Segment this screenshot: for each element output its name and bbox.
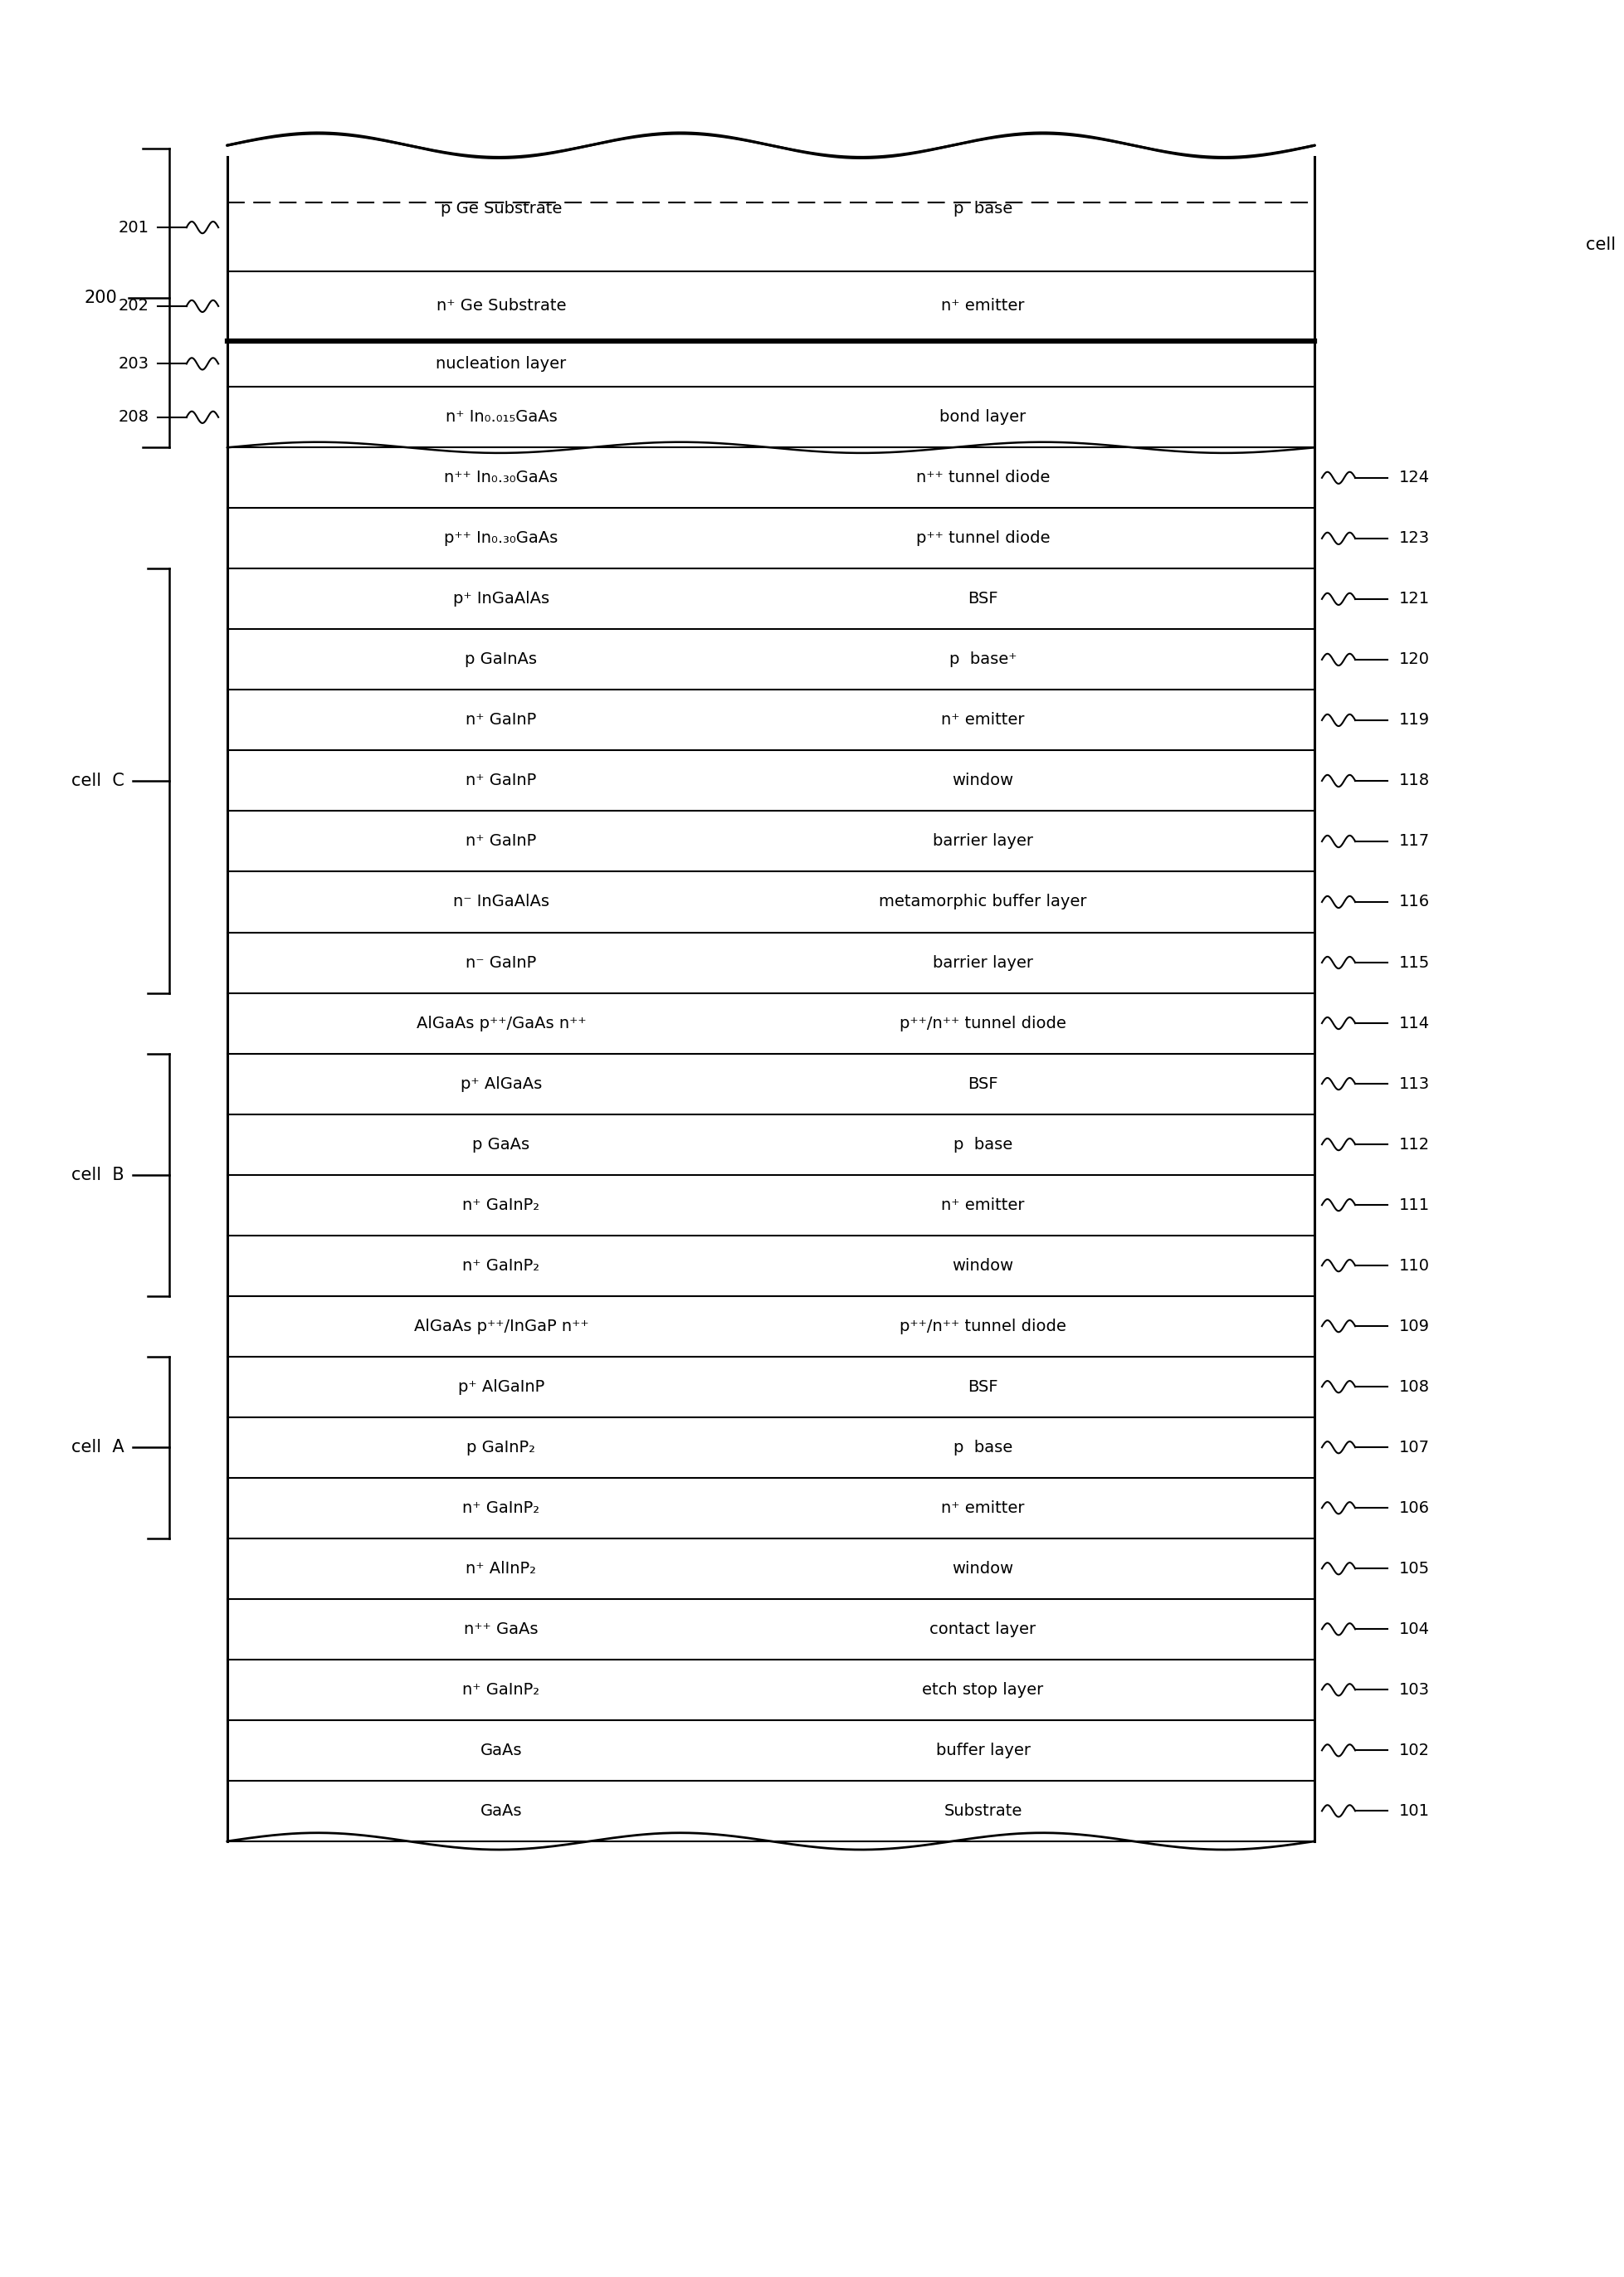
Text: n⁺ GaInP₂: n⁺ GaInP₂ — [463, 1198, 539, 1214]
Text: n⁺ AlInP₂: n⁺ AlInP₂ — [466, 1560, 536, 1576]
Text: p  base: p base — [953, 1439, 1012, 1455]
Text: p⁺ AlGaInP: p⁺ AlGaInP — [458, 1380, 544, 1396]
Text: 119: 119 — [1398, 713, 1429, 729]
Text: p⁺ InGaAlAs: p⁺ InGaAlAs — [453, 592, 549, 608]
Text: 117: 117 — [1398, 833, 1429, 849]
Text: cell  C: cell C — [71, 772, 123, 790]
Text: n⁻ InGaAlAs: n⁻ InGaAlAs — [453, 895, 549, 911]
Text: window: window — [952, 1257, 1013, 1273]
Text: n⁺ In₀.₀₁₅GaAs: n⁺ In₀.₀₁₅GaAs — [445, 410, 557, 426]
Text: 200: 200 — [84, 289, 117, 307]
Text: etch stop layer: etch stop layer — [922, 1683, 1043, 1699]
Text: n⁻ GaInP: n⁻ GaInP — [466, 954, 536, 970]
Text: p⁺ AlGaAs: p⁺ AlGaAs — [460, 1077, 542, 1091]
Text: AlGaAs p⁺⁺/GaAs n⁺⁺: AlGaAs p⁺⁺/GaAs n⁺⁺ — [416, 1016, 586, 1031]
Text: 111: 111 — [1398, 1198, 1429, 1214]
Text: 109: 109 — [1398, 1318, 1429, 1334]
Text: p GaAs: p GaAs — [473, 1136, 529, 1152]
Text: barrier layer: barrier layer — [932, 833, 1033, 849]
Text: p Ge Substrate: p Ge Substrate — [440, 200, 562, 216]
Text: Substrate: Substrate — [944, 1803, 1021, 1819]
Text: n⁺⁺ GaAs: n⁺⁺ GaAs — [464, 1621, 538, 1637]
Text: 120: 120 — [1398, 651, 1429, 667]
Text: 116: 116 — [1398, 895, 1429, 911]
Text: 112: 112 — [1398, 1136, 1429, 1152]
Text: 113: 113 — [1398, 1077, 1429, 1091]
Text: GaAs: GaAs — [481, 1803, 521, 1819]
Text: window: window — [952, 1560, 1013, 1576]
Text: 124: 124 — [1398, 469, 1429, 485]
Text: p  base: p base — [953, 200, 1012, 216]
Text: n⁺ GaInP: n⁺ GaInP — [466, 713, 536, 729]
Text: 105: 105 — [1398, 1560, 1429, 1576]
Text: p  base: p base — [953, 1136, 1012, 1152]
Text: p⁺⁺/n⁺⁺ tunnel diode: p⁺⁺/n⁺⁺ tunnel diode — [900, 1016, 1065, 1031]
Text: 201: 201 — [119, 219, 149, 235]
Text: 101: 101 — [1398, 1803, 1429, 1819]
Text: n⁺ GaInP: n⁺ GaInP — [466, 833, 536, 849]
Text: 104: 104 — [1398, 1621, 1429, 1637]
Text: 107: 107 — [1398, 1439, 1429, 1455]
Text: n⁺⁺ tunnel diode: n⁺⁺ tunnel diode — [916, 469, 1049, 485]
Text: 110: 110 — [1398, 1257, 1429, 1273]
Text: 114: 114 — [1398, 1016, 1429, 1031]
Text: 115: 115 — [1398, 954, 1429, 970]
Text: BSF: BSF — [968, 592, 997, 608]
Text: n⁺ Ge Substrate: n⁺ Ge Substrate — [435, 298, 565, 314]
Text: n⁺⁺ In₀.₃₀GaAs: n⁺⁺ In₀.₃₀GaAs — [443, 469, 557, 485]
Text: 118: 118 — [1398, 772, 1429, 788]
Text: nucleation layer: nucleation layer — [435, 355, 567, 371]
Text: 103: 103 — [1398, 1683, 1429, 1699]
Text: AlGaAs p⁺⁺/InGaP n⁺⁺: AlGaAs p⁺⁺/InGaP n⁺⁺ — [414, 1318, 588, 1334]
Text: n⁺ GaInP₂: n⁺ GaInP₂ — [463, 1683, 539, 1699]
Text: n⁺ emitter: n⁺ emitter — [940, 1198, 1025, 1214]
Text: 108: 108 — [1398, 1380, 1429, 1396]
Text: metamorphic buffer layer: metamorphic buffer layer — [879, 895, 1086, 911]
Text: cell  B: cell B — [71, 1166, 123, 1184]
Text: n⁺ GaInP₂: n⁺ GaInP₂ — [463, 1501, 539, 1516]
Text: window: window — [952, 772, 1013, 788]
Text: p⁺⁺ In₀.₃₀GaAs: p⁺⁺ In₀.₃₀GaAs — [443, 531, 557, 546]
Text: 123: 123 — [1398, 531, 1429, 546]
Text: p⁺⁺ tunnel diode: p⁺⁺ tunnel diode — [916, 531, 1049, 546]
Text: BSF: BSF — [968, 1077, 997, 1091]
Text: contact layer: contact layer — [929, 1621, 1036, 1637]
Text: 106: 106 — [1398, 1501, 1429, 1516]
Text: cell  A: cell A — [71, 1439, 123, 1455]
Text: 203: 203 — [119, 355, 149, 371]
Text: p⁺⁺/n⁺⁺ tunnel diode: p⁺⁺/n⁺⁺ tunnel diode — [900, 1318, 1065, 1334]
Text: n⁺ GaInP: n⁺ GaInP — [466, 772, 536, 788]
Text: barrier layer: barrier layer — [932, 954, 1033, 970]
Text: 102: 102 — [1398, 1742, 1429, 1758]
Text: p GaInP₂: p GaInP₂ — [466, 1439, 536, 1455]
Text: 202: 202 — [119, 298, 149, 314]
Text: n⁺ emitter: n⁺ emitter — [940, 298, 1025, 314]
Text: n⁺ emitter: n⁺ emitter — [940, 1501, 1025, 1516]
Text: 208: 208 — [119, 410, 149, 426]
Text: BSF: BSF — [968, 1380, 997, 1396]
Text: p  base⁺: p base⁺ — [948, 651, 1017, 667]
Text: GaAs: GaAs — [481, 1742, 521, 1758]
Text: n⁺ emitter: n⁺ emitter — [940, 713, 1025, 729]
Text: p GaInAs: p GaInAs — [464, 651, 538, 667]
Text: bond layer: bond layer — [939, 410, 1026, 426]
Text: buffer layer: buffer layer — [935, 1742, 1030, 1758]
Text: cell  D: cell D — [1585, 237, 1624, 253]
Text: n⁺ GaInP₂: n⁺ GaInP₂ — [463, 1257, 539, 1273]
Text: 121: 121 — [1398, 592, 1429, 608]
